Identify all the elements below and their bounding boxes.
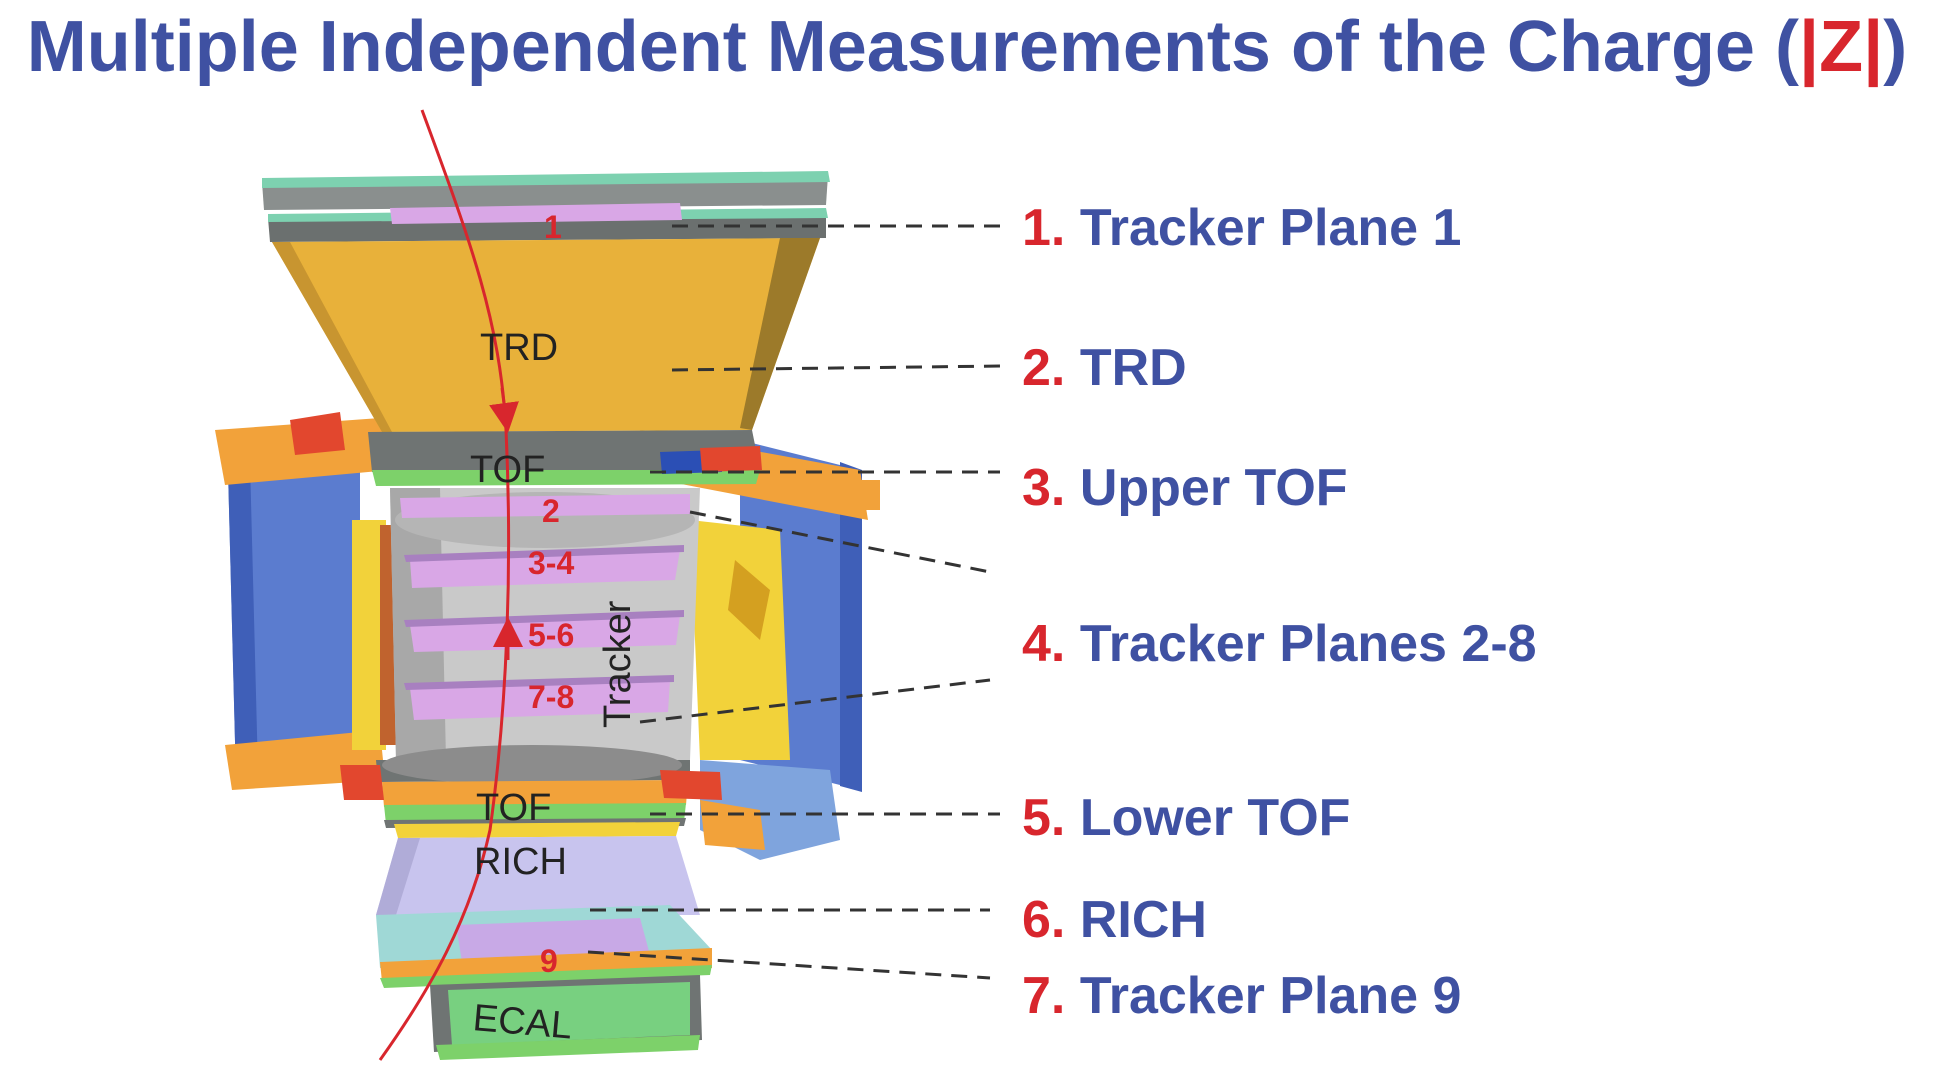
leader-lines: [587, 224, 1001, 980]
legend-item-5: 5. Lower TOF: [1022, 788, 1350, 848]
plane-label-1: 1: [544, 209, 562, 245]
legend-label: Tracker Plane 9: [1079, 967, 1462, 1025]
legend-item-2: 2. TRD: [1022, 338, 1187, 398]
tracker-planes-2-8: [400, 494, 690, 720]
legend-number: 1.: [1022, 199, 1066, 257]
legend-item-7: 7. Tracker Plane 9: [1022, 966, 1461, 1026]
legend-label: Tracker Plane 1: [1079, 199, 1462, 257]
legend-number: 2.: [1022, 339, 1066, 397]
legend-label: Lower TOF: [1079, 789, 1351, 847]
legend-label: RICH: [1079, 891, 1207, 949]
legend-number: 3.: [1022, 459, 1066, 517]
legend-item-4: 4. Tracker Planes 2-8: [1022, 614, 1537, 674]
plane-label-2: 2: [542, 493, 560, 529]
rich-module: [376, 836, 700, 915]
legend-label: TRD: [1079, 339, 1187, 397]
label-rich: RICH: [474, 841, 567, 883]
leader-line-4b: [639, 678, 991, 724]
plane-label-9: 9: [540, 943, 558, 979]
title-charge-symbol: |Z|: [1798, 7, 1884, 87]
legend-number: 6.: [1022, 891, 1066, 949]
leader-line-7: [587, 950, 991, 980]
label-upper-tof: TOF: [470, 449, 545, 491]
legend-number: 4.: [1022, 615, 1066, 673]
ecal-module: [430, 975, 702, 1060]
label-tracker: Tracker: [597, 600, 639, 728]
legend-item-6: 6. RICH: [1022, 890, 1207, 950]
track-arrow-upper: [489, 387, 519, 433]
page-title: Multiple Independent Measurements of the…: [0, 6, 1934, 88]
upper-tof-module: [368, 430, 762, 486]
legend-label: Upper TOF: [1079, 459, 1348, 517]
leader-line-2: [671, 364, 1001, 372]
title-suffix: ): [1883, 7, 1908, 87]
label-trd: TRD: [480, 327, 558, 369]
tracker-plane-1-module: [262, 171, 830, 242]
trd-module: [272, 238, 820, 432]
magnet-left-panel: [228, 440, 360, 780]
plane-label-3-4: 3-4: [528, 545, 574, 581]
legend-item-3: 3. Upper TOF: [1022, 458, 1348, 518]
legend-number: 5.: [1022, 789, 1066, 847]
legend-label: Tracker Planes 2-8: [1079, 615, 1537, 673]
label-ecal: ECAL: [471, 997, 574, 1047]
lower-tof-module: [340, 745, 722, 838]
title-prefix: Multiple Independent Measurements of the…: [26, 7, 1799, 87]
plane-label-7-8: 7-8: [528, 679, 574, 715]
legend-number: 7.: [1022, 967, 1066, 1025]
plane-label-5-6: 5-6: [528, 617, 574, 653]
particle-track-line: [378, 109, 511, 1061]
label-lower-tof: TOF: [476, 787, 551, 829]
legend-item-1: 1. Tracker Plane 1: [1022, 198, 1461, 258]
